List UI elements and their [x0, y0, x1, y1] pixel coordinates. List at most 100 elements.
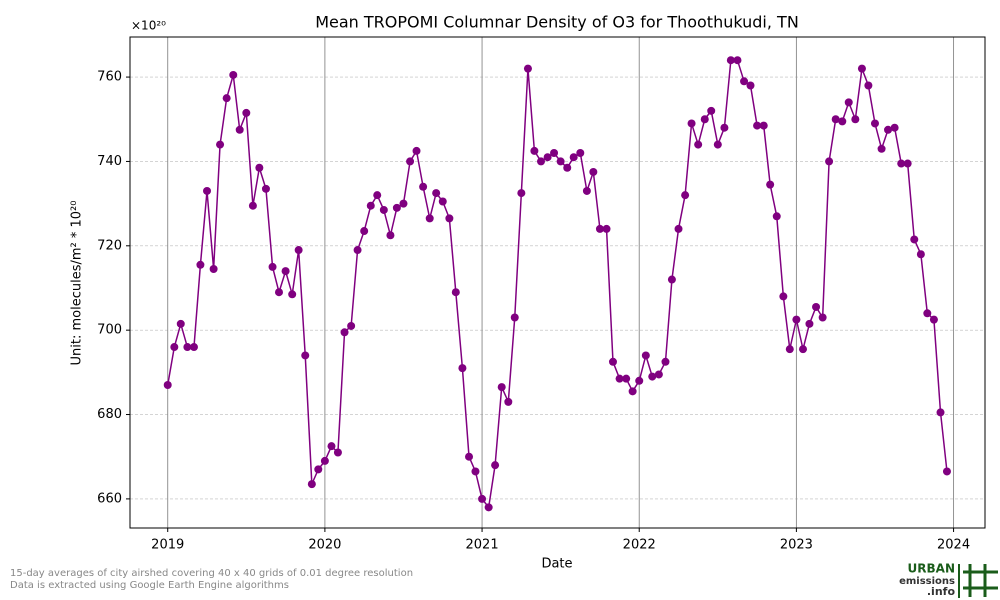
data-point — [517, 189, 526, 198]
data-point — [340, 328, 349, 337]
x-tick-label: 2020 — [308, 538, 341, 553]
data-point — [510, 313, 519, 322]
data-point — [366, 201, 375, 210]
data-point — [543, 153, 552, 162]
data-point — [681, 191, 690, 200]
data-point — [301, 351, 310, 360]
data-point — [792, 315, 801, 324]
data-point — [812, 302, 821, 311]
x-tick-label: 2022 — [623, 538, 656, 553]
data-point — [556, 157, 565, 166]
data-point — [589, 167, 598, 176]
y-tick-label: 760 — [97, 70, 122, 85]
offset-text: ×10²⁰ — [131, 19, 166, 33]
data-point — [536, 157, 545, 166]
data-point — [870, 119, 879, 128]
data-point — [176, 319, 185, 328]
data-point — [759, 121, 768, 130]
x-tick-label: 2021 — [466, 538, 499, 553]
data-point — [379, 205, 388, 214]
data-point — [523, 64, 532, 73]
x-axis-label: Date — [541, 557, 572, 572]
data-point — [412, 146, 421, 155]
data-point — [707, 106, 716, 115]
data-point — [942, 467, 951, 476]
data-point — [386, 231, 395, 240]
data-point — [936, 408, 945, 417]
data-point — [550, 149, 559, 158]
data-point — [504, 397, 513, 406]
data-point — [235, 125, 244, 134]
data-point — [825, 157, 834, 166]
data-point — [392, 203, 401, 212]
data-point — [753, 121, 762, 130]
data-point — [582, 186, 591, 195]
data-point — [491, 461, 500, 470]
data-point — [294, 246, 303, 255]
data-point — [399, 199, 408, 208]
data-point — [772, 212, 781, 221]
data-point — [451, 288, 460, 297]
x-tick-label: 2019 — [151, 538, 184, 553]
data-point — [189, 343, 198, 352]
data-point — [425, 214, 434, 223]
data-point — [209, 265, 218, 274]
data-point — [274, 288, 283, 297]
data-point — [687, 119, 696, 128]
y-axis-label: Unit: molecules/m² * 10²⁰ — [70, 201, 85, 366]
data-point — [667, 275, 676, 284]
y-tick-label: 740 — [97, 154, 122, 169]
data-point — [261, 184, 270, 193]
data-point — [196, 260, 205, 269]
data-point — [635, 376, 644, 385]
data-point — [844, 98, 853, 107]
data-point — [602, 224, 611, 233]
data-point — [641, 351, 650, 360]
data-point — [916, 250, 925, 259]
data-point — [595, 224, 604, 233]
data-point — [654, 370, 663, 379]
data-point — [419, 182, 428, 191]
logo: URBAN emissions .info — [899, 562, 998, 598]
data-point — [255, 163, 264, 172]
logo-text: emissions — [899, 576, 955, 587]
data-point — [484, 503, 493, 512]
data-point — [805, 319, 814, 328]
data-point — [903, 159, 912, 168]
data-point — [333, 448, 342, 457]
logo-hash — [963, 564, 998, 597]
data-point — [320, 456, 329, 465]
data-point — [281, 267, 290, 276]
data-point — [746, 81, 755, 90]
data-point — [785, 345, 794, 354]
data-point — [740, 77, 749, 86]
data-point — [445, 214, 454, 223]
data-point — [216, 140, 225, 149]
data-line — [166, 59, 948, 510]
data-point — [890, 123, 899, 132]
data-point — [897, 159, 906, 168]
x-tick-label: 2023 — [780, 538, 813, 553]
data-point — [628, 387, 637, 396]
data-point — [373, 191, 382, 200]
data-point — [183, 343, 192, 352]
data-point — [288, 290, 297, 299]
data-point — [497, 383, 506, 392]
y-tick-label: 660 — [97, 491, 122, 506]
logo-bar — [958, 564, 960, 598]
data-point — [733, 56, 742, 65]
data-point — [203, 186, 212, 195]
data-point — [222, 94, 231, 103]
data-point — [576, 149, 585, 158]
data-point — [608, 357, 617, 366]
footnote: 15-day averages of city airshed covering… — [10, 568, 413, 579]
data-point — [700, 115, 709, 124]
data-point — [569, 153, 578, 162]
data-point — [530, 146, 539, 155]
data-point — [661, 357, 670, 366]
data-point — [478, 494, 487, 503]
data-point — [471, 467, 480, 476]
x-tick-label: 2024 — [937, 538, 970, 553]
data-point — [170, 343, 179, 352]
data-point — [929, 315, 938, 324]
